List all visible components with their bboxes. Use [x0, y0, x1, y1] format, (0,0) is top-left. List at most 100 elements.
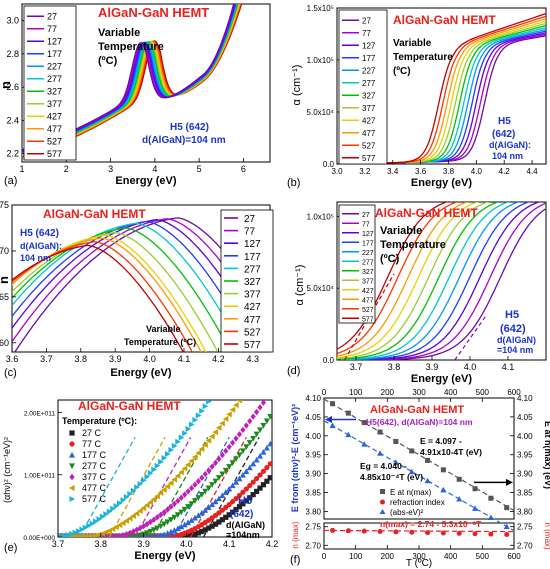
data-point [222, 467, 229, 474]
data-point [174, 472, 181, 479]
fit-line [323, 420, 515, 532]
data-point [144, 530, 151, 537]
data-point [78, 533, 85, 537]
x-tick-label: 400 [444, 552, 458, 561]
legend-entry: 177 [362, 240, 374, 247]
data-point [243, 498, 249, 504]
legend-entry: 177 [47, 49, 62, 59]
data-point [377, 429, 383, 435]
data-point [229, 406, 236, 413]
data-point [103, 511, 110, 518]
data-point [409, 529, 415, 535]
data-point [151, 466, 157, 473]
arrow-head [325, 416, 332, 424]
y-tick-label: 2.65 [0, 292, 9, 302]
legend-entry: 477 [47, 124, 62, 134]
data-point [161, 486, 167, 493]
y-axis-label: n (max) [291, 521, 300, 548]
data-point [219, 420, 225, 427]
data-point [182, 430, 188, 437]
data-point [199, 474, 205, 481]
data-point [264, 390, 270, 396]
data-point [181, 521, 188, 528]
data-point [182, 491, 188, 498]
data-point [192, 481, 198, 488]
data-point [161, 508, 167, 516]
data-point [488, 531, 494, 537]
data-point [140, 505, 147, 512]
y-tick-label: 1.0x10⁵ [307, 56, 334, 65]
annotation: Eg = 4.040 - [360, 461, 407, 471]
data-point [233, 479, 240, 485]
data-point [154, 493, 160, 500]
series-line [337, 202, 469, 357]
legend-entry: 577 [244, 340, 261, 351]
data-point [250, 390, 256, 396]
data-point [120, 497, 127, 504]
chart-title: AlGaN-GaN HEMT [375, 206, 478, 220]
data-point [205, 437, 212, 444]
legend-entry: 327 [47, 86, 62, 96]
data-point [240, 489, 246, 495]
data-point [68, 485, 75, 491]
legend-entry: 527 [47, 136, 62, 146]
y-tick-label: 3.90 [305, 470, 321, 479]
legend-entry: 327 [362, 91, 376, 100]
data-point [178, 469, 184, 476]
data-point [181, 506, 188, 513]
data-point [89, 533, 95, 537]
legend-entry: 427 [362, 288, 374, 295]
y-tick-label: 2.75 [517, 523, 533, 532]
annotation: 4.91x10-4T (eV) [420, 447, 482, 457]
y-tick-label: 4.05 [305, 413, 321, 422]
data-point [236, 452, 243, 459]
legend-entry: 577 C [82, 494, 107, 504]
data-point [456, 476, 462, 482]
data-point [247, 417, 253, 425]
data-point [150, 496, 157, 503]
data-point [236, 504, 243, 510]
y-tick-label: 0.0 [323, 356, 335, 365]
y-tick-label: 2.75 [0, 200, 9, 210]
data-point [185, 461, 191, 468]
x-tick-label: 4.2 [266, 539, 279, 549]
y-tick-label: 5.0x10⁴ [307, 108, 335, 117]
data-point [164, 506, 171, 513]
y-tick-label: 1.5x10⁵ [307, 4, 334, 13]
data-point [240, 393, 246, 399]
data-point [456, 495, 463, 502]
y-tick-label: 3.85 [517, 489, 533, 498]
chart-title: AlGaN-GaN HEMT [370, 404, 464, 416]
series-line [337, 202, 490, 360]
panel-label: (b) [287, 177, 300, 189]
data-point [227, 390, 233, 396]
legend-entry: 27 [47, 11, 57, 21]
series-group [58, 390, 272, 537]
data-point [208, 433, 215, 440]
data-point [472, 505, 479, 511]
data-point [198, 492, 205, 498]
legend-entry: 377 [244, 290, 261, 301]
data-point [171, 476, 178, 483]
data-point [141, 477, 147, 484]
legend-title: Temperature (ºC): [62, 416, 137, 426]
y-axis-label: (αhν)² (cm⁻¹eV)² [2, 437, 12, 503]
data-point [440, 530, 446, 536]
data-point [195, 450, 201, 457]
data-point [253, 456, 260, 463]
legend-entry: 177 [244, 252, 261, 263]
sample-label: H5 (642) [20, 228, 59, 239]
data-point [99, 513, 106, 520]
data-point [209, 482, 216, 488]
data-point [215, 495, 222, 502]
y-tick-label: 4.00 [517, 432, 533, 441]
data-point [219, 451, 225, 459]
x-axis-label: Energy (eV) [411, 373, 472, 385]
y-axis-label: n (max) [543, 522, 550, 549]
data-point [157, 523, 164, 530]
panel-label: (c) [4, 367, 17, 379]
panel-e: 3.7 3.8 3.9 4.0 4.1 4.2 0.00E+000 1.00E+011 2.00… [2, 390, 279, 562]
data-point [148, 532, 153, 537]
sample-label: (642) [230, 509, 253, 520]
data-point [158, 458, 164, 465]
